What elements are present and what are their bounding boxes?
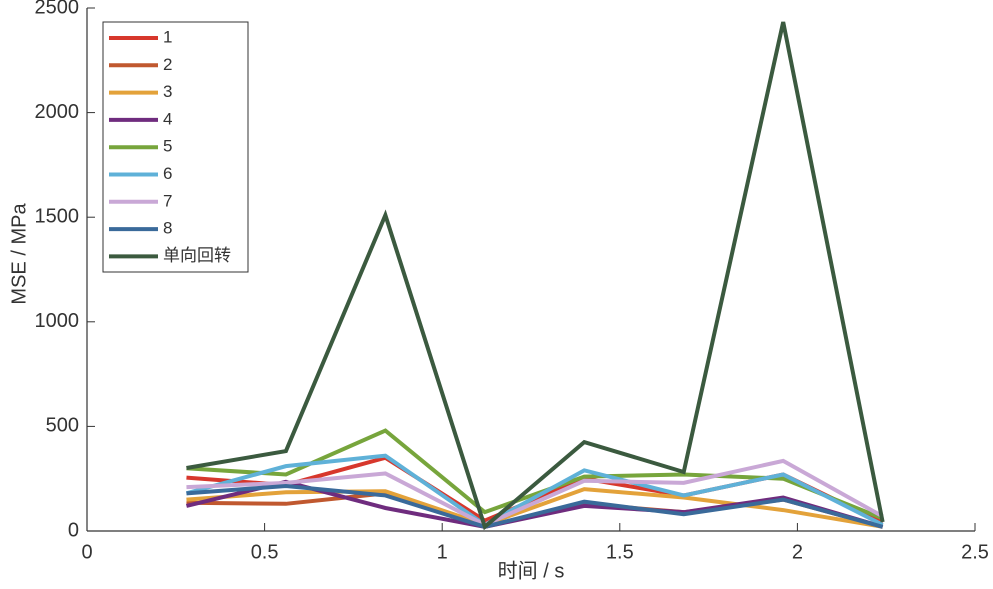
x-tick-label: 0.5 [251,541,279,563]
series-line [186,484,884,529]
legend-label: 8 [163,219,172,238]
y-tick-label: 0 [68,519,79,541]
legend-label: 7 [163,191,172,210]
x-axis-label: 时间 / s [498,559,565,582]
legend-label: 1 [163,27,172,46]
series-line [186,21,885,531]
legend-label: 3 [163,82,172,101]
y-tick-label: 2000 [35,101,80,123]
legend-label: 6 [163,164,172,183]
legend-label: 单向回转 [163,246,231,265]
x-tick-label: 0 [81,541,92,563]
y-tick-label: 1500 [35,205,80,227]
y-axis-label: MSE / MPa [8,203,30,305]
legend-label: 4 [163,109,172,128]
y-tick-label: 1000 [35,310,80,332]
x-tick-label: 1 [437,541,448,563]
y-tick-label: 500 [46,415,79,437]
legend-label: 5 [163,137,172,156]
x-tick-label: 2 [792,541,803,563]
series-line [186,458,884,527]
x-tick-label: 1.5 [606,541,634,563]
legend-label: 2 [163,55,172,74]
x-tick-label: 2.5 [961,541,989,563]
series-line [185,453,884,528]
y-tick-label: 2500 [35,0,80,18]
series-line [186,487,883,529]
